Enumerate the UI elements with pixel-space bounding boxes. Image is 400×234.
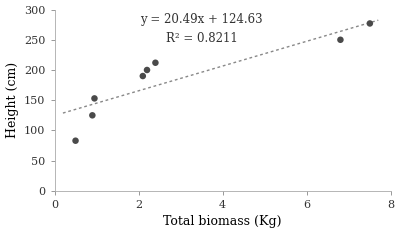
Point xyxy=(140,74,146,78)
Y-axis label: Height (cm): Height (cm) xyxy=(6,62,18,138)
X-axis label: Total biomass (Kg): Total biomass (Kg) xyxy=(164,216,282,228)
Point xyxy=(337,38,344,42)
Point xyxy=(144,68,150,72)
Point xyxy=(367,22,373,25)
Text: y = 20.49x + 124.63
R² = 0.8211: y = 20.49x + 124.63 R² = 0.8211 xyxy=(140,13,263,45)
Point xyxy=(89,113,96,117)
Point xyxy=(152,61,159,65)
Point xyxy=(72,139,79,143)
Point xyxy=(91,96,98,100)
